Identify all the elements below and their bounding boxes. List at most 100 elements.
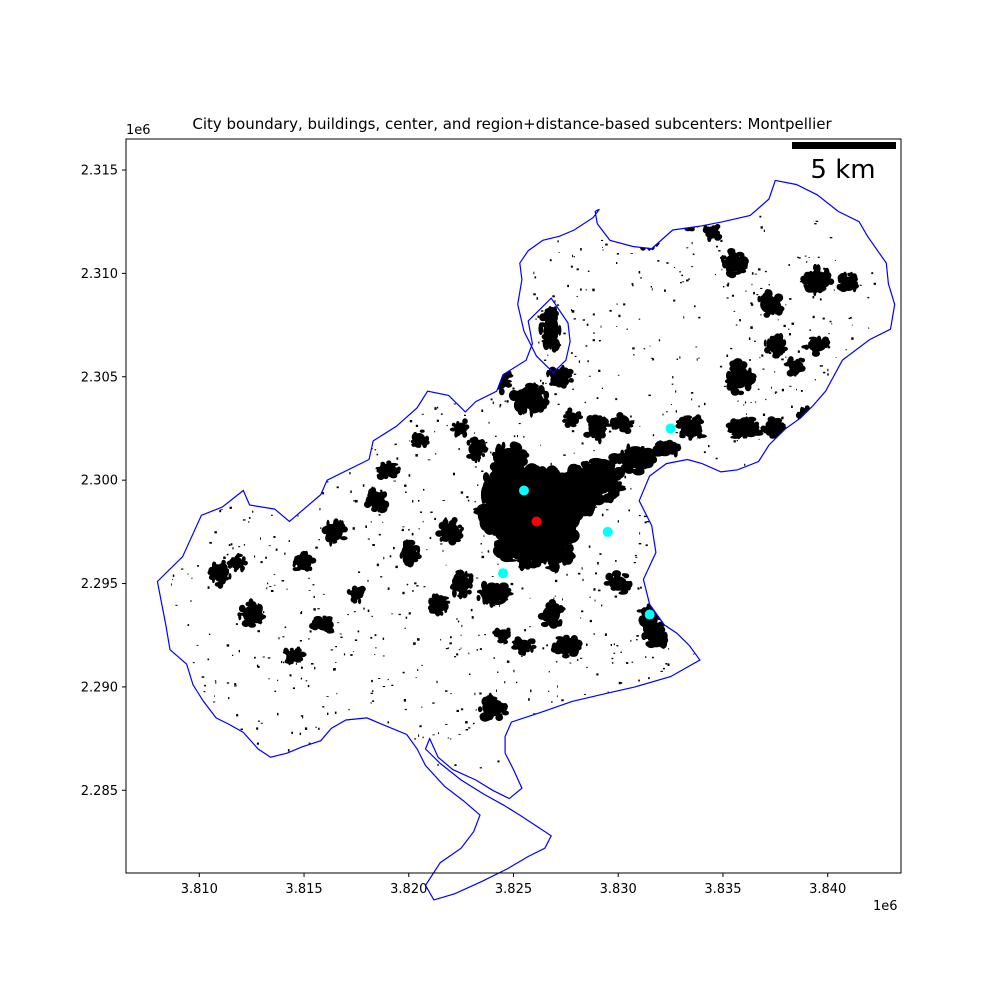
building-dot <box>723 385 727 387</box>
building-dot <box>628 713 630 716</box>
building <box>498 387 505 396</box>
building-dot <box>698 316 701 319</box>
building-dot <box>320 527 322 529</box>
building <box>838 287 846 291</box>
building-dot <box>464 263 466 266</box>
building-dot <box>206 343 208 345</box>
building-dot <box>509 482 512 484</box>
building-dot <box>733 440 736 443</box>
building-dot <box>852 529 855 531</box>
building-dot <box>845 349 847 351</box>
building-dot <box>447 737 450 739</box>
building-dot <box>835 599 837 601</box>
building-dot <box>402 671 405 674</box>
building-dot <box>771 624 773 627</box>
building <box>492 373 498 381</box>
building-dot <box>475 349 478 352</box>
building-dot <box>481 409 484 412</box>
building-dot <box>674 508 676 510</box>
building-dot <box>273 574 276 575</box>
building-dot <box>743 637 746 639</box>
building-dot <box>785 527 788 529</box>
building <box>760 425 767 432</box>
building-dot <box>670 492 672 494</box>
building-dot <box>235 623 238 625</box>
building-dot <box>418 241 420 244</box>
building <box>228 573 232 580</box>
building <box>372 496 381 506</box>
building-dot <box>299 661 301 663</box>
building-dot <box>412 500 414 503</box>
building-dot <box>745 482 748 485</box>
building-dot <box>436 419 439 422</box>
building-dot <box>194 460 197 464</box>
building-dot <box>872 581 875 583</box>
building <box>752 431 764 436</box>
building-dot <box>732 610 735 612</box>
building-dot <box>180 723 183 725</box>
building-dot <box>312 584 315 586</box>
building-dot <box>203 758 205 760</box>
building-dot <box>663 667 665 670</box>
building <box>575 510 580 525</box>
building-dot <box>718 700 719 703</box>
building <box>468 575 474 584</box>
building <box>519 462 524 472</box>
building-dot <box>331 434 333 436</box>
building-dot <box>303 765 306 768</box>
building-dot <box>376 294 379 298</box>
building <box>550 503 556 514</box>
building <box>550 341 554 346</box>
building-dot <box>232 547 234 550</box>
building-dot <box>688 278 690 280</box>
building-dot <box>760 314 762 316</box>
y-tick-label: 2.315 <box>81 164 118 179</box>
building-dot <box>288 540 290 542</box>
building-dot <box>209 541 212 544</box>
building-dot <box>335 646 337 648</box>
building-dot <box>671 517 672 519</box>
building <box>525 648 530 653</box>
building <box>591 493 606 506</box>
building-dot <box>533 293 536 296</box>
building-dot <box>626 740 629 743</box>
building-dot <box>457 584 459 587</box>
building <box>656 451 668 456</box>
building-dot <box>593 332 595 334</box>
building-dot <box>466 241 468 245</box>
building-dot <box>788 445 792 449</box>
building <box>659 626 666 634</box>
building-dot <box>255 214 257 218</box>
building-dot <box>347 265 349 268</box>
building <box>363 500 372 509</box>
building-dot <box>491 576 494 577</box>
building-dot <box>668 648 670 650</box>
building-dot <box>720 637 723 640</box>
building-dot <box>660 670 663 672</box>
building-dot <box>454 524 455 526</box>
building-dot <box>322 492 325 495</box>
building-dot <box>263 475 267 477</box>
building-dot <box>703 451 706 454</box>
building-dot <box>400 734 403 737</box>
building-dot <box>169 354 172 357</box>
building-dot <box>614 577 616 581</box>
building-dot <box>450 226 453 228</box>
building-dot <box>586 666 588 668</box>
building-dot <box>575 214 577 216</box>
building <box>708 229 715 234</box>
building <box>376 468 382 473</box>
building-dot <box>280 756 283 757</box>
building-dot <box>806 593 809 597</box>
building-dot <box>788 264 790 266</box>
building-dot <box>364 422 367 424</box>
building <box>552 480 557 491</box>
building-dot <box>750 402 752 403</box>
building-dot <box>685 685 687 689</box>
building-dot <box>263 764 265 767</box>
building-dot <box>581 751 585 754</box>
building-dot <box>706 514 709 516</box>
building <box>497 638 505 644</box>
building-dot <box>340 636 343 638</box>
building-dot <box>812 296 815 299</box>
